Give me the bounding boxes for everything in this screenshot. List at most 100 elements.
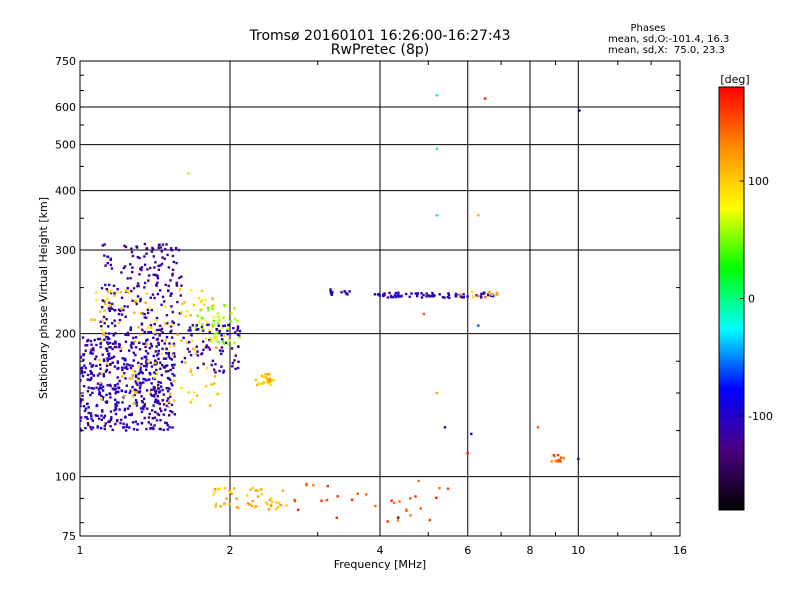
data-point bbox=[108, 332, 111, 335]
data-point bbox=[147, 416, 151, 419]
data-point bbox=[124, 333, 127, 336]
data-point bbox=[173, 363, 176, 366]
data-point bbox=[140, 399, 144, 403]
y-tick-label: 200 bbox=[55, 328, 76, 341]
data-point bbox=[90, 417, 93, 420]
data-point bbox=[215, 502, 218, 505]
data-point bbox=[105, 393, 108, 397]
data-point bbox=[124, 359, 127, 362]
y-tick-label: 750 bbox=[55, 55, 76, 68]
data-point bbox=[95, 298, 98, 302]
data-point bbox=[103, 414, 107, 418]
data-point bbox=[80, 370, 84, 373]
data-point bbox=[135, 391, 138, 394]
data-point bbox=[251, 500, 254, 503]
data-point bbox=[112, 355, 116, 358]
data-point bbox=[129, 326, 132, 329]
data-point bbox=[125, 365, 128, 369]
data-point bbox=[578, 109, 581, 112]
data-point bbox=[131, 395, 135, 398]
data-point bbox=[201, 329, 205, 332]
data-point bbox=[212, 319, 216, 323]
data-point bbox=[104, 347, 108, 350]
data-point bbox=[124, 390, 127, 394]
data-point bbox=[171, 410, 174, 414]
data-point bbox=[110, 267, 114, 270]
data-point bbox=[420, 292, 423, 295]
data-point bbox=[165, 336, 169, 339]
data-point bbox=[228, 489, 231, 492]
data-point bbox=[133, 340, 137, 343]
data-point bbox=[397, 291, 400, 294]
data-point bbox=[134, 336, 138, 339]
data-point bbox=[107, 352, 110, 356]
data-point bbox=[208, 329, 211, 332]
data-point bbox=[81, 366, 84, 369]
data-point bbox=[153, 296, 156, 300]
data-point bbox=[221, 338, 224, 341]
data-point bbox=[149, 393, 153, 396]
data-point bbox=[134, 399, 138, 402]
data-point bbox=[159, 427, 162, 431]
data-point bbox=[233, 307, 236, 310]
data-point bbox=[154, 398, 158, 402]
data-point bbox=[131, 385, 134, 389]
data-point bbox=[136, 295, 140, 298]
data-point bbox=[120, 418, 123, 422]
data-point bbox=[117, 313, 121, 316]
data-point bbox=[98, 392, 101, 395]
data-point bbox=[96, 426, 99, 429]
data-point bbox=[117, 386, 121, 390]
data-point bbox=[165, 404, 169, 408]
data-point bbox=[195, 324, 198, 327]
data-point bbox=[152, 248, 155, 251]
data-point bbox=[145, 247, 149, 250]
data-point bbox=[158, 243, 161, 246]
data-point bbox=[114, 403, 117, 406]
data-point bbox=[205, 366, 209, 370]
data-point bbox=[134, 380, 137, 383]
data-point bbox=[167, 349, 170, 352]
data-point bbox=[154, 273, 157, 277]
data-point bbox=[394, 295, 398, 298]
data-point bbox=[112, 284, 116, 287]
data-point bbox=[155, 316, 159, 320]
data-point bbox=[160, 339, 164, 342]
data-point bbox=[93, 338, 96, 342]
data-point bbox=[559, 456, 563, 459]
data-point bbox=[166, 399, 169, 402]
data-point bbox=[141, 328, 144, 332]
data-point bbox=[151, 394, 154, 397]
data-point bbox=[271, 500, 274, 503]
data-point bbox=[111, 302, 114, 306]
data-point bbox=[156, 277, 160, 280]
data-point bbox=[171, 353, 175, 357]
data-point bbox=[128, 426, 131, 429]
data-point bbox=[95, 343, 98, 347]
data-point bbox=[106, 359, 109, 362]
data-point bbox=[158, 324, 162, 327]
data-point bbox=[171, 426, 174, 429]
data-point bbox=[235, 506, 239, 509]
data-point bbox=[151, 426, 155, 429]
data-point bbox=[85, 402, 89, 406]
data-point bbox=[149, 427, 152, 430]
data-point bbox=[80, 398, 82, 401]
data-point bbox=[148, 412, 151, 416]
data-point bbox=[196, 366, 200, 370]
data-point bbox=[90, 365, 93, 368]
data-point bbox=[137, 372, 140, 376]
data-point bbox=[161, 295, 165, 299]
data-point bbox=[84, 426, 87, 430]
data-point bbox=[180, 284, 183, 287]
data-point bbox=[195, 352, 198, 355]
data-point bbox=[109, 396, 112, 399]
data-point bbox=[213, 375, 217, 378]
x-tick-label: 16 bbox=[673, 544, 687, 557]
data-point bbox=[137, 377, 140, 380]
data-point bbox=[126, 331, 129, 335]
data-point bbox=[90, 428, 93, 431]
data-point bbox=[154, 350, 157, 353]
data-point bbox=[115, 404, 119, 407]
data-point bbox=[218, 319, 221, 322]
